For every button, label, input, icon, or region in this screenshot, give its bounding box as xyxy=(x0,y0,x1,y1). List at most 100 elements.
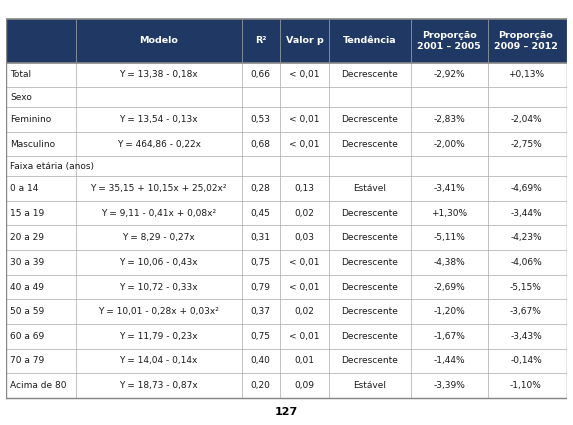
Bar xyxy=(6,107,567,132)
Bar xyxy=(6,250,567,275)
Text: Y = 13,54 - 0,13x: Y = 13,54 - 0,13x xyxy=(119,115,198,124)
Text: < 0,01: < 0,01 xyxy=(289,332,320,341)
Text: 0,75: 0,75 xyxy=(250,332,270,341)
Text: 0,01: 0,01 xyxy=(295,357,315,366)
Text: -2,83%: -2,83% xyxy=(433,115,465,124)
Text: -3,44%: -3,44% xyxy=(510,209,542,218)
Text: 20 a 29: 20 a 29 xyxy=(10,233,44,242)
Bar xyxy=(6,19,567,62)
Text: -3,41%: -3,41% xyxy=(433,184,465,193)
Text: 0,28: 0,28 xyxy=(251,184,270,193)
Text: Feminino: Feminino xyxy=(10,115,52,124)
Text: Y = 13,38 - 0,18x: Y = 13,38 - 0,18x xyxy=(119,71,198,79)
Text: 0,53: 0,53 xyxy=(250,115,270,124)
Text: Decrescente: Decrescente xyxy=(342,115,398,124)
Text: -4,69%: -4,69% xyxy=(510,184,542,193)
Text: 0,03: 0,03 xyxy=(295,233,315,242)
Bar xyxy=(6,62,567,87)
Text: Y = 8,29 - 0,27x: Y = 8,29 - 0,27x xyxy=(123,233,195,242)
Text: 0,31: 0,31 xyxy=(250,233,270,242)
Text: Y = 14,04 - 0,14x: Y = 14,04 - 0,14x xyxy=(120,357,198,366)
Text: 0,79: 0,79 xyxy=(250,283,270,292)
Bar xyxy=(6,226,567,250)
Text: < 0,01: < 0,01 xyxy=(289,258,320,267)
Text: Decrescente: Decrescente xyxy=(342,258,398,267)
Bar xyxy=(6,348,567,373)
Text: 60 a 69: 60 a 69 xyxy=(10,332,45,341)
Text: Decrescente: Decrescente xyxy=(342,332,398,341)
Text: Decrescente: Decrescente xyxy=(342,209,398,218)
Bar xyxy=(6,156,567,176)
Text: Y = 9,11 - 0,41x + 0,08x²: Y = 9,11 - 0,41x + 0,08x² xyxy=(101,209,217,218)
Text: Y = 10,72 - 0,33x: Y = 10,72 - 0,33x xyxy=(119,283,198,292)
Text: Y = 10,06 - 0,43x: Y = 10,06 - 0,43x xyxy=(119,258,198,267)
Text: Modelo: Modelo xyxy=(139,36,178,45)
Text: Estável: Estável xyxy=(354,381,386,390)
Bar xyxy=(6,324,567,348)
Text: -5,11%: -5,11% xyxy=(433,233,465,242)
Text: 0,66: 0,66 xyxy=(250,71,270,79)
Text: -4,06%: -4,06% xyxy=(510,258,542,267)
Text: 0,09: 0,09 xyxy=(295,381,315,390)
Text: Decrescente: Decrescente xyxy=(342,71,398,79)
Text: -5,15%: -5,15% xyxy=(510,283,542,292)
Text: Faixa etária (anos): Faixa etária (anos) xyxy=(10,162,94,171)
Text: -1,44%: -1,44% xyxy=(433,357,465,366)
Text: Y = 18,73 - 0,87x: Y = 18,73 - 0,87x xyxy=(119,381,198,390)
Text: 50 a 59: 50 a 59 xyxy=(10,307,45,316)
Text: -4,23%: -4,23% xyxy=(510,233,542,242)
Text: Y = 10,01 - 0,28x + 0,03x²: Y = 10,01 - 0,28x + 0,03x² xyxy=(99,307,219,316)
Text: 127: 127 xyxy=(275,407,298,416)
Bar xyxy=(6,275,567,299)
Text: -4,38%: -4,38% xyxy=(433,258,465,267)
Text: Y = 35,15 + 10,15x + 25,02x²: Y = 35,15 + 10,15x + 25,02x² xyxy=(91,184,227,193)
Text: -1,20%: -1,20% xyxy=(433,307,465,316)
Text: -3,67%: -3,67% xyxy=(510,307,542,316)
Text: -3,43%: -3,43% xyxy=(510,332,542,341)
Text: Decrescente: Decrescente xyxy=(342,357,398,366)
Text: Decrescente: Decrescente xyxy=(342,307,398,316)
Bar xyxy=(6,87,567,107)
Text: -2,92%: -2,92% xyxy=(433,71,465,79)
Bar xyxy=(6,201,567,226)
Text: < 0,01: < 0,01 xyxy=(289,71,320,79)
Text: < 0,01: < 0,01 xyxy=(289,115,320,124)
Text: Acima de 80: Acima de 80 xyxy=(10,381,66,390)
Text: Sexo: Sexo xyxy=(10,93,32,102)
Text: 0,02: 0,02 xyxy=(295,209,315,218)
Bar xyxy=(6,176,567,201)
Text: -3,39%: -3,39% xyxy=(433,381,465,390)
Text: Y = 464,86 - 0,22x: Y = 464,86 - 0,22x xyxy=(117,139,201,148)
Text: 0 a 14: 0 a 14 xyxy=(10,184,38,193)
Text: -2,75%: -2,75% xyxy=(510,139,542,148)
Text: 0,13: 0,13 xyxy=(295,184,315,193)
Text: Total: Total xyxy=(10,71,32,79)
Bar xyxy=(6,132,567,156)
Text: 0,68: 0,68 xyxy=(250,139,270,148)
Text: 0,37: 0,37 xyxy=(250,307,270,316)
Text: 15 a 19: 15 a 19 xyxy=(10,209,45,218)
Text: 40 a 49: 40 a 49 xyxy=(10,283,44,292)
Text: 0,02: 0,02 xyxy=(295,307,315,316)
Text: +1,30%: +1,30% xyxy=(431,209,467,218)
Text: Masculino: Masculino xyxy=(10,139,56,148)
Text: Valor p: Valor p xyxy=(285,36,323,45)
Text: 0,20: 0,20 xyxy=(251,381,270,390)
Text: -2,69%: -2,69% xyxy=(433,283,465,292)
Text: 0,45: 0,45 xyxy=(251,209,270,218)
Text: Proporção
2009 – 2012: Proporção 2009 – 2012 xyxy=(494,31,558,51)
Text: < 0,01: < 0,01 xyxy=(289,283,320,292)
Text: 0,40: 0,40 xyxy=(251,357,270,366)
Text: Estável: Estável xyxy=(354,184,386,193)
Text: -2,00%: -2,00% xyxy=(433,139,465,148)
Text: Decrescente: Decrescente xyxy=(342,139,398,148)
Bar xyxy=(6,373,567,398)
Text: +0,13%: +0,13% xyxy=(508,71,544,79)
Text: 30 a 39: 30 a 39 xyxy=(10,258,45,267)
Text: 0,75: 0,75 xyxy=(250,258,270,267)
Text: Decrescente: Decrescente xyxy=(342,233,398,242)
Text: Proporção
2001 – 2005: Proporção 2001 – 2005 xyxy=(417,31,481,51)
Text: Decrescente: Decrescente xyxy=(342,283,398,292)
Text: Y = 11,79 - 0,23x: Y = 11,79 - 0,23x xyxy=(119,332,198,341)
Bar xyxy=(6,299,567,324)
